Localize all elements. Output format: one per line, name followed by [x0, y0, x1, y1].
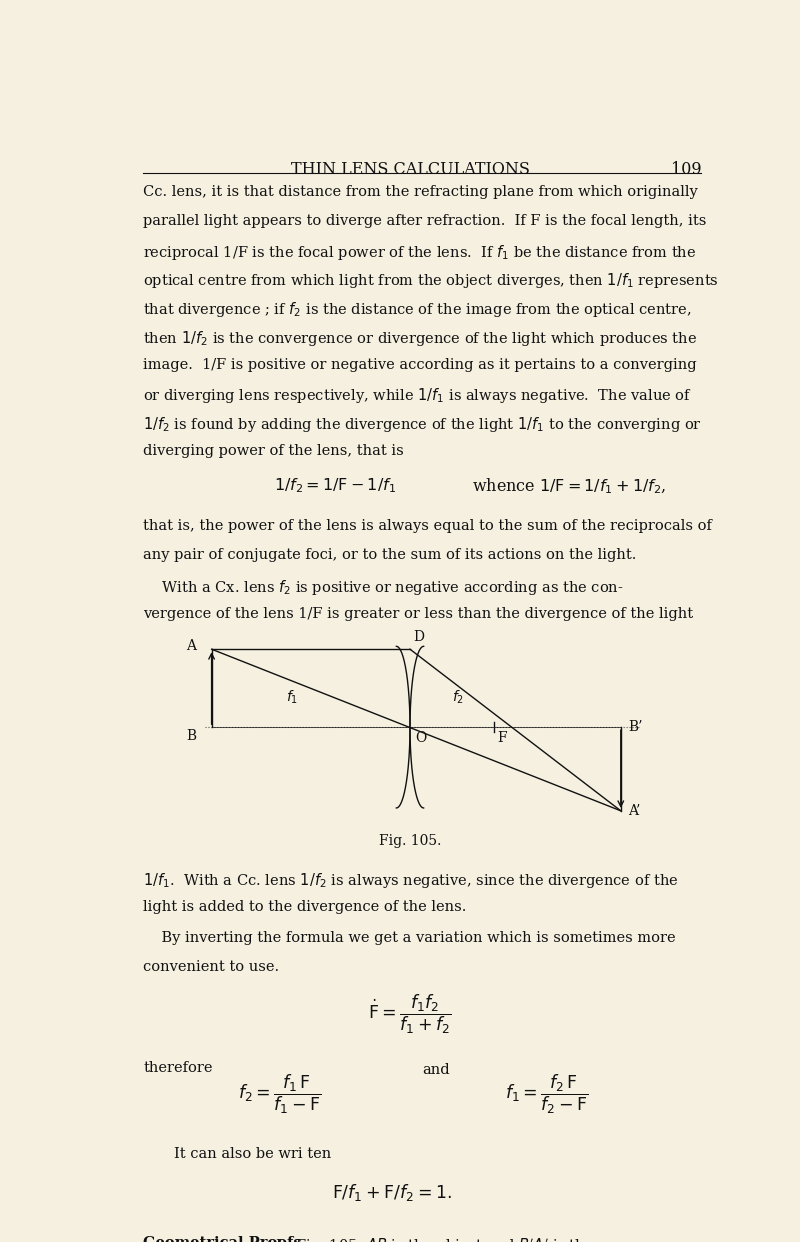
Text: $f_1 = \dfrac{f_2\,\mathrm{F}}{f_2 - \mathrm{F}}$: $f_1 = \dfrac{f_2\,\mathrm{F}}{f_2 - \ma… [505, 1073, 588, 1117]
Text: or diverging lens respectively, while $1/f_1$ is always negative.  The value of: or diverging lens respectively, while $1… [143, 386, 692, 405]
Text: Geometrical Proofs.: Geometrical Proofs. [143, 1236, 307, 1242]
Text: $1/f_1$.  With a Cc. lens $1/f_2$ is always negative, since the divergence of th: $1/f_1$. With a Cc. lens $1/f_2$ is alwa… [143, 871, 678, 891]
Text: $f_2 = \dfrac{f_1\,\mathrm{F}}{f_1 - \mathrm{F}}$: $f_2 = \dfrac{f_1\,\mathrm{F}}{f_1 - \ma… [238, 1073, 322, 1117]
Text: By inverting the formula we get a variation which is sometimes more: By inverting the formula we get a variat… [143, 932, 676, 945]
Text: With a Cx. lens $f_2$ is positive or negative according as the con-: With a Cx. lens $f_2$ is positive or neg… [143, 579, 624, 597]
Text: any pair of conjugate foci, or to the sum of its actions on the light.: any pair of conjugate foci, or to the su… [143, 548, 637, 561]
Text: $1/f_2$ is found by adding the divergence of the light $1/f_1$ to the converging: $1/f_2$ is found by adding the divergenc… [143, 415, 702, 433]
Text: D: D [413, 631, 424, 645]
Text: diverging power of the lens, that is: diverging power of the lens, that is [143, 443, 404, 457]
Text: A’: A’ [628, 804, 641, 817]
Text: F: F [497, 732, 506, 745]
Text: therefore: therefore [143, 1062, 213, 1076]
Text: Fig. 105.: Fig. 105. [379, 833, 441, 848]
Text: 109: 109 [670, 161, 702, 179]
Text: whence $1/\mathrm{F} = 1/f_1 + 1/f_2$,: whence $1/\mathrm{F} = 1/f_1 + 1/f_2$, [472, 476, 666, 496]
Text: $1/f_2 = 1/\mathrm{F} - 1/f_1$: $1/f_2 = 1/\mathrm{F} - 1/f_1$ [274, 476, 396, 494]
Text: $\mathrm{—}$In Fig. 105  $AB$ is the object and $B'A'$ is the: $\mathrm{—}$In Fig. 105 $AB$ is the obje… [262, 1236, 594, 1242]
Text: image.  1/F is positive or negative according as it pertains to a converging: image. 1/F is positive or negative accor… [143, 358, 697, 371]
Text: It can also be wri ten: It can also be wri ten [174, 1148, 332, 1161]
Text: $\mathrm{F}/f_1 + \mathrm{F}/f_2 = 1.$: $\mathrm{F}/f_1 + \mathrm{F}/f_2 = 1.$ [331, 1182, 451, 1203]
Text: A: A [186, 640, 196, 653]
Text: vergence of the lens 1/F is greater or less than the divergence of the light: vergence of the lens 1/F is greater or l… [143, 607, 694, 621]
Text: that divergence ; if $f_2$ is the distance of the image from the optical centre,: that divergence ; if $f_2$ is the distan… [143, 301, 692, 319]
Text: convenient to use.: convenient to use. [143, 960, 279, 974]
Text: Cc. lens, it is that distance from the refracting plane from which originally: Cc. lens, it is that distance from the r… [143, 185, 698, 200]
Text: optical centre from which light from the object diverges, then $1/f_1$ represent: optical centre from which light from the… [143, 272, 719, 291]
Text: parallel light appears to diverge after refraction.  If F is the focal length, i: parallel light appears to diverge after … [143, 214, 706, 229]
Text: then $1/f_2$ is the convergence or divergence of the light which produces the: then $1/f_2$ is the convergence or diver… [143, 329, 698, 348]
Text: $f_2$: $f_2$ [452, 689, 464, 707]
Text: and: and [422, 1063, 450, 1077]
Text: light is added to the divergence of the lens.: light is added to the divergence of the … [143, 899, 466, 914]
Text: B: B [186, 729, 196, 743]
Text: that is, the power of the lens is always equal to the sum of the reciprocals of: that is, the power of the lens is always… [143, 519, 712, 533]
Text: B’: B’ [628, 720, 642, 734]
Text: O: O [415, 732, 426, 745]
Text: reciprocal 1/F is the focal power of the lens.  If $f_1$ be the distance from th: reciprocal 1/F is the focal power of the… [143, 242, 697, 262]
Text: THIN LENS CALCULATIONS: THIN LENS CALCULATIONS [290, 161, 530, 179]
Text: $f_1$: $f_1$ [286, 689, 298, 707]
Text: $\dot{\mathrm{F}} = \dfrac{f_1 f_2}{f_1 + f_2}$: $\dot{\mathrm{F}} = \dfrac{f_1 f_2}{f_1 … [368, 992, 452, 1036]
